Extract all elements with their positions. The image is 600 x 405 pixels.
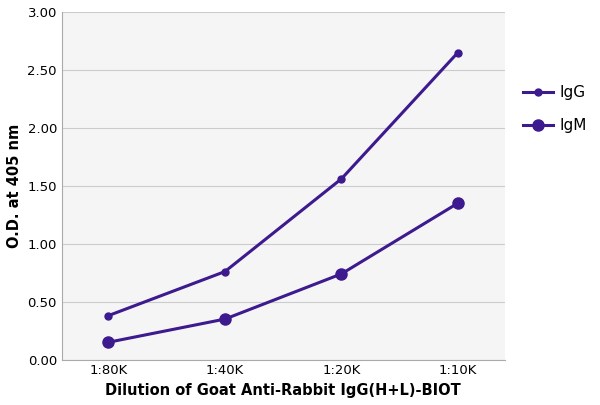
IgM [454, 201, 461, 206]
IgG [105, 313, 112, 318]
Y-axis label: O.D. at 405 nm: O.D. at 405 nm [7, 124, 22, 248]
IgG [338, 177, 345, 181]
IgM [338, 271, 345, 276]
IgG [454, 50, 461, 55]
IgG [221, 269, 229, 274]
IgM [221, 317, 229, 322]
Line: IgG: IgG [105, 49, 461, 319]
Legend: IgG, IgM: IgG, IgM [517, 79, 593, 140]
Line: IgM: IgM [103, 198, 463, 348]
X-axis label: Dilution of Goat Anti-Rabbit IgG(H+L)-BIOT: Dilution of Goat Anti-Rabbit IgG(H+L)-BI… [106, 383, 461, 398]
IgM [105, 340, 112, 345]
